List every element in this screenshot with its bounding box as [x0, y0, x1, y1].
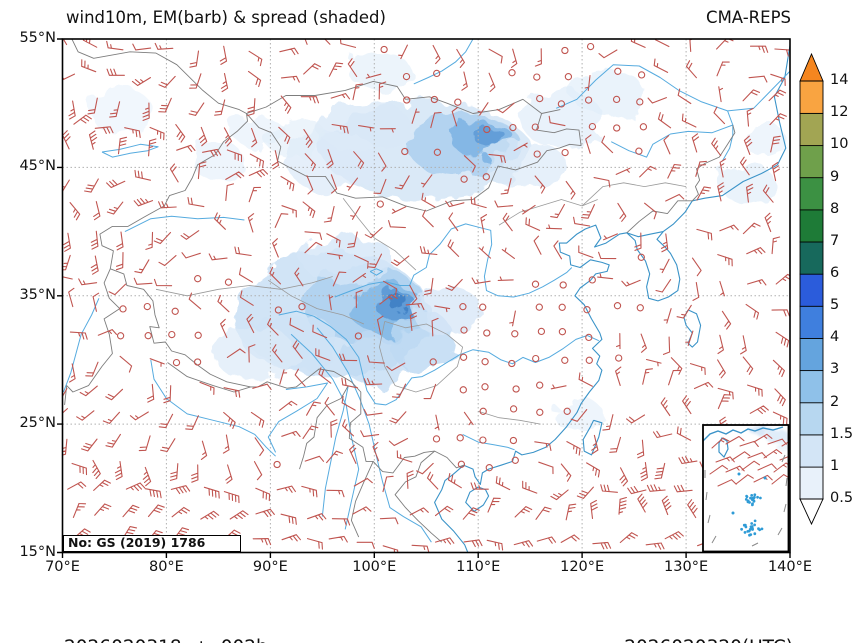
river-yellow: [334, 223, 573, 298]
inset-mainland-coast: [703, 426, 784, 442]
border-myanmar-india: [299, 385, 349, 470]
colorbar-label: 8: [830, 200, 840, 217]
x-tick-label: 130°E: [664, 558, 709, 575]
wind-barb-field: [62, 39, 790, 553]
inset-wind-barbs: [709, 433, 789, 487]
init-time-utc: 2026020318 + 002h: [64, 635, 268, 643]
x-tick-label: 90°E: [252, 558, 288, 575]
source-label: CMA-REPS: [706, 8, 791, 27]
province-northeast: [581, 182, 687, 207]
lake-balkhash: [101, 143, 159, 158]
coast-russia: [692, 45, 790, 202]
x-tick-label: 70°E: [45, 558, 80, 575]
valid-time-block: 2026020320(UTC) 2026020404(CST): [624, 585, 793, 643]
colorbar-label: 5: [830, 297, 840, 314]
chart-title: wind10m, EM(barb) & spread (shaded): [66, 8, 386, 27]
border-korea: [626, 200, 693, 234]
river-ganges: [150, 359, 276, 457]
coast-hainan: [465, 486, 490, 512]
scs-inset: [702, 424, 790, 553]
init-time-block: 2026020318 + 002h 2026020402 + 002h: [64, 585, 268, 643]
coast-korea: [626, 231, 681, 302]
river-tarim: [124, 215, 245, 233]
colorbar-label: 0.5: [830, 490, 854, 506]
colorbar-label: 3: [830, 361, 840, 378]
river-brahmaputra: [267, 382, 328, 453]
spread-shading-layer: [88, 51, 785, 434]
colorbar-label: 2: [830, 393, 840, 410]
border-china-russia-east: [691, 124, 736, 202]
border-mongolia-russia: [246, 80, 542, 114]
colorbar-label: 10: [830, 136, 849, 153]
coast-china: [434, 200, 693, 553]
border-kazakh-russia: [71, 39, 247, 114]
coast-kyushu: [683, 309, 702, 348]
colorbar-label: 6: [830, 264, 840, 281]
y-tick-label: 15°N: [19, 543, 56, 560]
border-laos-vietnam: [394, 450, 443, 543]
province-inner-mongolia: [498, 199, 598, 226]
inset-island-dots: [731, 472, 767, 537]
x-tick-label: 140°E: [767, 558, 813, 575]
colorbar-label: 14: [830, 72, 849, 88]
coast-taiwan: [582, 419, 603, 456]
approval-number-box: No: GS (2019) 1786: [63, 535, 241, 552]
y-tick-label: 55°N: [19, 30, 56, 46]
river-yangtze: [278, 310, 600, 406]
river-irrawaddy: [321, 385, 349, 517]
inset-frame: [702, 424, 790, 553]
colorbar-label: 7: [830, 232, 840, 249]
inset-taiwan: [718, 437, 729, 459]
x-tick-label: 100°E: [352, 558, 397, 575]
colorbar-label: 1: [830, 457, 840, 474]
river-indus: [63, 298, 100, 393]
province-nanling: [478, 410, 541, 425]
y-tick-label: 25°N: [19, 415, 56, 432]
province-gansu: [342, 197, 417, 271]
province-xinjiang-tibet: [155, 276, 333, 297]
colorbar: [799, 52, 824, 526]
x-tick-label: 110°E: [456, 558, 501, 575]
colorbar-label: 4: [830, 329, 840, 346]
colorbar-under-arrow: [799, 498, 824, 526]
river-pearl: [462, 433, 515, 451]
x-tick-label: 80°E: [148, 558, 184, 575]
border-nepal: [167, 362, 251, 393]
colorbar-label: 9: [830, 168, 840, 185]
province-tibet-qinghai: [268, 279, 365, 325]
lake-baikal: [413, 39, 474, 85]
river-amur: [556, 64, 790, 112]
valid-time-utc: 2026020320(UTC): [624, 635, 793, 643]
inset-dash-line: [704, 454, 788, 547]
river-ussuri: [721, 125, 734, 162]
y-tick-label: 35°N: [19, 286, 56, 303]
colorbar-label: 12: [830, 104, 849, 121]
axis-ticks: [57, 38, 791, 558]
river-salween: [290, 333, 360, 530]
river-songhua: [610, 110, 734, 158]
colorbar-over-arrow: [799, 52, 824, 82]
lake-qinghai: [369, 268, 384, 276]
colorbar-label: 1.5: [830, 425, 854, 442]
y-tick-label: 45°N: [19, 158, 56, 175]
graticule: [62, 39, 790, 553]
border-india-pakistan: [64, 268, 121, 405]
border-thai-myanmar: [350, 461, 374, 538]
border-china-mongolia: [246, 109, 582, 212]
x-tick-label: 120°E: [560, 558, 605, 575]
